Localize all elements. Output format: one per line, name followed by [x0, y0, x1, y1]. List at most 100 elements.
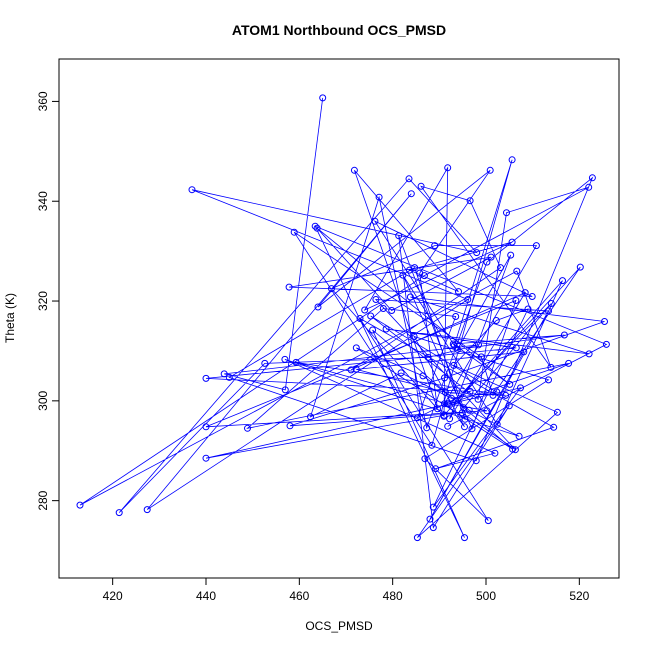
data-point [585, 350, 593, 358]
data-point [506, 380, 514, 388]
data-point [520, 348, 528, 356]
data-point [388, 307, 396, 314]
y-tick-label: 320 [36, 291, 50, 311]
data-point [545, 307, 552, 315]
data-point [503, 209, 510, 217]
data-point [532, 242, 540, 250]
data-point [356, 315, 364, 322]
data-point [489, 391, 497, 399]
data-point [434, 405, 441, 413]
data-point [468, 425, 476, 433]
data-point [319, 94, 327, 102]
data-point [474, 395, 482, 403]
data-point [547, 300, 555, 307]
data-point [444, 164, 452, 172]
data-point [509, 445, 517, 453]
data-point [440, 411, 448, 419]
data-point [361, 306, 369, 314]
data-point [307, 413, 314, 421]
y-tick-label: 300 [36, 391, 50, 411]
data-point [426, 515, 434, 523]
data-point [420, 272, 428, 280]
x-axis-label: OCS_PMSD [305, 619, 373, 633]
data-point [372, 296, 380, 303]
x-tick-label: 460 [289, 589, 309, 603]
data-point [484, 517, 492, 525]
data-point [413, 414, 421, 422]
data-point [285, 283, 293, 291]
data-point [444, 422, 452, 430]
data-point [466, 197, 474, 205]
data-point [450, 361, 458, 369]
data-point [461, 415, 469, 423]
chart-title: ATOM1 Northbound OCS_PMSD [232, 22, 446, 38]
data-point [261, 359, 269, 367]
data-point [472, 457, 480, 465]
data-point [220, 370, 228, 378]
data-point [497, 264, 504, 272]
y-axis-label: Theta (K) [3, 293, 17, 343]
data-point [492, 317, 500, 324]
data-point [508, 156, 516, 164]
data-point [513, 267, 521, 275]
data-point [431, 242, 439, 250]
data-point [512, 344, 520, 352]
data-point [188, 186, 196, 194]
data-point [202, 374, 210, 382]
data-point [461, 423, 468, 431]
data-point [441, 388, 449, 396]
data-point [399, 271, 407, 279]
data-point [352, 365, 360, 373]
data-point [493, 388, 501, 396]
data-point [115, 509, 123, 517]
series-layer [76, 94, 610, 542]
data-point [452, 397, 460, 405]
data-point [292, 358, 300, 366]
data-point [576, 263, 584, 271]
data-point [441, 400, 448, 408]
data-point [367, 312, 375, 320]
data-point [460, 404, 468, 412]
data-point [486, 166, 494, 174]
data-point [465, 406, 473, 414]
plot-frame [58, 58, 620, 579]
series-line [79, 97, 608, 538]
data-point [290, 228, 298, 236]
data-point [352, 344, 360, 352]
data-point [375, 193, 383, 201]
data-point [347, 366, 355, 374]
data-point [446, 415, 454, 423]
data-point [505, 402, 513, 410]
data-point [461, 534, 468, 542]
data-point [369, 326, 377, 334]
data-point [450, 341, 458, 349]
y-tick-label: 360 [36, 91, 50, 111]
data-point [395, 232, 403, 240]
data-point [202, 423, 210, 431]
data-point [585, 183, 593, 191]
data-point [483, 258, 491, 266]
data-point [143, 506, 151, 514]
data-point [483, 407, 491, 415]
data-point [441, 374, 448, 382]
x-tick-label: 420 [103, 589, 123, 603]
data-point [407, 190, 415, 198]
data-point [413, 534, 421, 542]
data-point [550, 423, 558, 431]
data-point [371, 217, 379, 225]
data-point [432, 465, 440, 473]
data-point [475, 341, 482, 349]
data-point [507, 251, 515, 259]
data-point [286, 422, 294, 430]
x-tick-label: 480 [383, 589, 403, 603]
data-point [428, 441, 436, 449]
data-point [508, 238, 516, 246]
data-point [545, 376, 552, 384]
data-point [281, 386, 289, 394]
data-point [419, 372, 427, 380]
data-point [328, 285, 335, 293]
data-point [244, 424, 251, 432]
data-point [411, 264, 419, 272]
data-point [487, 253, 495, 261]
data-point [379, 305, 387, 312]
